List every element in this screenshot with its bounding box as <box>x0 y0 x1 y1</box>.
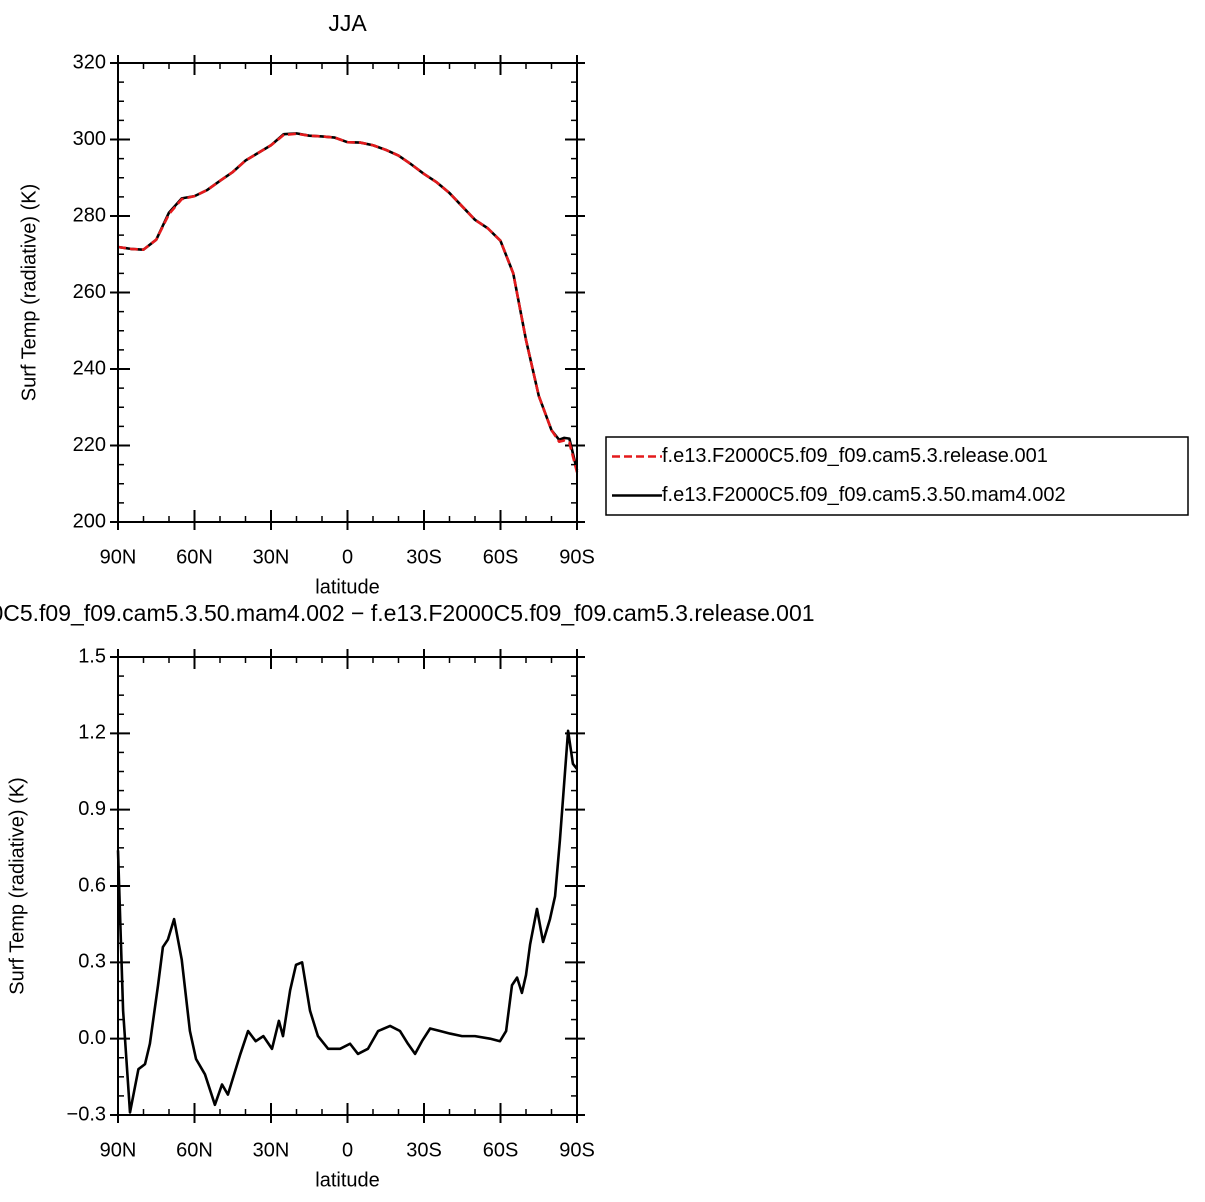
x-axis-label: latitude <box>315 1169 380 1191</box>
y-tick-label: 240 <box>73 357 106 379</box>
y-tick-label: 320 <box>73 51 106 73</box>
y-tick-label: 300 <box>73 128 106 150</box>
x-tick-label: 60N <box>176 1139 213 1161</box>
y-tick-label: 280 <box>73 204 106 226</box>
y-tick-label: 220 <box>73 434 106 456</box>
chart-title: f.e13.F2000C5.f09_f09.cam5.3.50.mam4.002… <box>0 600 815 626</box>
legend-label: f.e13.F2000C5.f09_f09.cam5.3.release.001 <box>662 445 1048 467</box>
y-tick-label: 0.9 <box>78 798 106 820</box>
y-axis-label: Surf Temp (radiative) (K) <box>6 777 28 994</box>
data-line <box>117 132 579 473</box>
x-tick-label: 30S <box>406 546 442 568</box>
x-tick-label: 90N <box>100 546 137 568</box>
x-tick-label: 30S <box>406 1139 442 1161</box>
x-tick-label: 90S <box>559 1139 595 1161</box>
y-tick-label: 1.5 <box>78 645 106 667</box>
y-tick-label: 0.6 <box>78 874 106 896</box>
plot-area <box>110 649 585 1123</box>
chart-title: JJA <box>328 10 367 36</box>
data-line <box>117 132 579 471</box>
plot-frame <box>117 656 578 1116</box>
legend-label: f.e13.F2000C5.f09_f09.cam5.3.50.mam4.002 <box>662 484 1066 506</box>
y-tick-label: 260 <box>73 281 106 303</box>
y-tick-label: 0.0 <box>78 1027 106 1049</box>
data-line <box>116 729 579 1114</box>
x-tick-label: 60N <box>176 546 213 568</box>
x-tick-label: 0 <box>342 546 353 568</box>
x-tick-label: 30N <box>253 1139 290 1161</box>
x-tick-label: 60S <box>483 1139 519 1161</box>
plot-area <box>110 55 585 530</box>
y-tick-label: 0.3 <box>78 951 106 973</box>
x-axis-label: latitude <box>315 576 380 598</box>
x-tick-label: 60S <box>483 546 519 568</box>
y-axis-label: Surf Temp (radiative) (K) <box>18 184 40 401</box>
y-tick-label: 1.2 <box>78 722 106 744</box>
x-tick-label: 0 <box>342 1139 353 1161</box>
y-tick-label: 200 <box>73 510 106 532</box>
y-tick-label: −0.3 <box>67 1103 106 1125</box>
x-tick-label: 30N <box>253 546 290 568</box>
x-tick-label: 90S <box>559 546 595 568</box>
legend-box <box>605 436 1189 516</box>
plot-frame <box>117 62 578 523</box>
x-tick-label: 90N <box>100 1139 137 1161</box>
